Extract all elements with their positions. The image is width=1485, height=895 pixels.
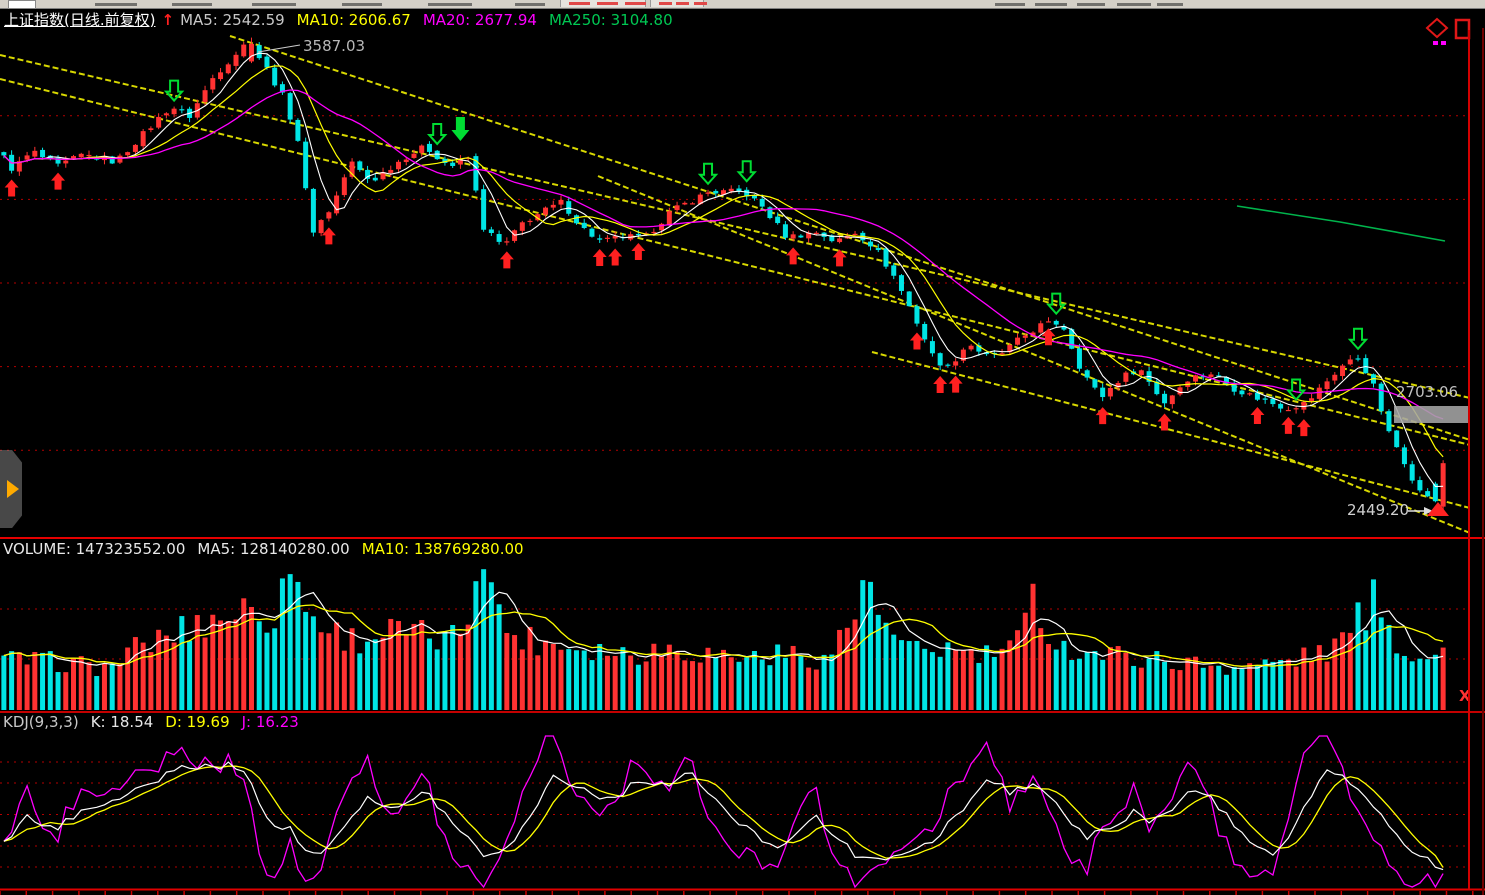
date-axis bbox=[0, 888, 1485, 895]
buy-arrow-icon bbox=[321, 227, 336, 245]
buy-arrow-icon bbox=[499, 251, 514, 269]
volume-bars bbox=[1, 569, 1446, 710]
buy-arrow-icon bbox=[909, 332, 924, 350]
sell-arrow-icon bbox=[426, 122, 448, 146]
low-marker-triangle bbox=[1427, 502, 1449, 516]
candles-layer bbox=[1, 37, 1446, 514]
buy-arrow-icon bbox=[933, 376, 948, 394]
price-flag-box bbox=[1394, 406, 1468, 423]
menu-item-fragment[interactable] bbox=[172, 3, 212, 6]
menu-input-stub[interactable] bbox=[8, 0, 36, 9]
ma10-line bbox=[3, 65, 1444, 458]
instrument-title: 上证指数(日线.前复权) bbox=[4, 11, 156, 29]
ma5-line bbox=[3, 52, 1444, 488]
arrow-right-icon bbox=[1424, 507, 1433, 515]
main-price-chart[interactable] bbox=[0, 28, 1470, 538]
buy-arrow-icon bbox=[4, 179, 19, 197]
buy-arrow-icon bbox=[948, 375, 963, 393]
volume-ma5-line bbox=[3, 591, 1444, 670]
peak-price-label: 3587.03 bbox=[303, 37, 366, 55]
magenta-dot bbox=[1433, 41, 1438, 45]
kdj-k-line bbox=[3, 761, 1444, 871]
volume-header: VOLUME: 147323552.00 MA5: 128140280.00 MA1… bbox=[3, 540, 536, 558]
chart-corner-tools bbox=[1425, 17, 1471, 45]
volume-ma10: MA10: 138769280.00 bbox=[361, 540, 524, 558]
buy-arrow-icon bbox=[51, 172, 66, 190]
menu-item-fragment[interactable] bbox=[515, 3, 545, 6]
kdj-gridlines bbox=[0, 761, 1468, 868]
kdj-chart[interactable] bbox=[0, 731, 1485, 895]
ma5-value: MA5: 2542.59 bbox=[180, 11, 285, 29]
ma20-value: MA20: 2677.94 bbox=[422, 11, 537, 29]
menu-item-fragment[interactable] bbox=[1035, 3, 1067, 6]
menu-item-fragment[interactable] bbox=[995, 3, 1025, 6]
expand-arrow-icon[interactable] bbox=[7, 480, 19, 498]
ma250-line bbox=[1236, 205, 1446, 242]
low-price-label: 2449.20 bbox=[1347, 501, 1410, 519]
kdj-k-value: K: 18.54 bbox=[90, 713, 154, 731]
menu-item-fragment[interactable] bbox=[1117, 3, 1151, 6]
buy-arrow-icon bbox=[608, 248, 623, 266]
buy-arrow-icon bbox=[1296, 419, 1311, 437]
buy-arrow-icon bbox=[592, 248, 607, 266]
menu-item-fragment[interactable] bbox=[1077, 3, 1105, 6]
sell-arrow-icon bbox=[697, 162, 719, 186]
toolbar-button[interactable] bbox=[650, 0, 707, 7]
kdj-j-value: J: 16.23 bbox=[241, 713, 299, 731]
volume-ma5: MA5: 128140280.00 bbox=[197, 540, 350, 558]
menu-item-fragment[interactable] bbox=[1157, 3, 1183, 6]
menu-bar[interactable] bbox=[0, 0, 1485, 9]
sell-arrow-icon bbox=[1285, 378, 1307, 402]
volume-ma10-line bbox=[3, 604, 1444, 667]
volume-chart[interactable] bbox=[0, 558, 1470, 711]
sell-arrow-icon bbox=[1347, 327, 1369, 351]
panel-separator[interactable] bbox=[0, 711, 1485, 713]
diamond-icon[interactable] bbox=[1425, 17, 1449, 39]
menu-item-fragment[interactable] bbox=[428, 3, 472, 6]
buy-arrow-icon bbox=[631, 243, 646, 261]
buy-arrow-icon bbox=[786, 247, 801, 265]
yellow-trend-channel bbox=[0, 35, 1470, 534]
magenta-dot bbox=[1441, 41, 1446, 45]
kdj-d-line bbox=[3, 765, 1444, 868]
price-gridlines bbox=[0, 115, 1468, 451]
menu-item-fragment[interactable] bbox=[342, 3, 382, 6]
panel-separator[interactable] bbox=[0, 537, 1485, 539]
buy-arrow-icon bbox=[832, 249, 847, 267]
up-arrow-icon: ↑ bbox=[161, 11, 175, 29]
sell-arrow-icon bbox=[163, 79, 185, 103]
volume-value: VOLUME: 147323552.00 bbox=[3, 540, 186, 558]
close-indicator-button[interactable]: X bbox=[1459, 687, 1471, 705]
main-chart-header: 上证指数(日线.前复权) ↑ MA5: 2542.59 MA10: 2606.67 MA… bbox=[4, 9, 685, 30]
buy-arrow-icon bbox=[1095, 407, 1110, 425]
chart-right-border bbox=[1468, 30, 1470, 889]
sell-solid-arrow-icon bbox=[451, 117, 470, 142]
kdj-name: KDJ(9,3,3) bbox=[3, 713, 79, 731]
buy-arrow-icon bbox=[1250, 407, 1265, 425]
signal-markers bbox=[4, 79, 1369, 437]
buy-arrow-icon bbox=[1281, 416, 1296, 434]
square-icon[interactable] bbox=[1454, 18, 1471, 40]
buy-arrow-icon bbox=[1157, 413, 1172, 431]
ma250-value: MA250: 3104.80 bbox=[548, 11, 673, 29]
sell-arrow-icon bbox=[1046, 292, 1067, 316]
menu-item-fragment[interactable] bbox=[95, 3, 137, 6]
kdj-j-line bbox=[3, 735, 1444, 889]
annotation-pointers bbox=[257, 44, 1449, 516]
sell-arrow-icon bbox=[736, 160, 757, 183]
kdj-header: KDJ(9,3,3) K: 18.54 D: 19.69 J: 16.23 bbox=[3, 713, 311, 731]
kdj-d-value: D: 19.69 bbox=[165, 713, 230, 731]
ma20-line bbox=[3, 89, 1444, 420]
toolbar-button[interactable] bbox=[560, 0, 646, 7]
mid-price-label: 2703.06 bbox=[1396, 383, 1459, 401]
menu-item-fragment[interactable] bbox=[252, 3, 296, 6]
ma10-value: MA10: 2606.67 bbox=[296, 11, 411, 29]
buy-arrow-icon bbox=[1041, 328, 1056, 346]
window-right-border bbox=[1482, 28, 1484, 895]
